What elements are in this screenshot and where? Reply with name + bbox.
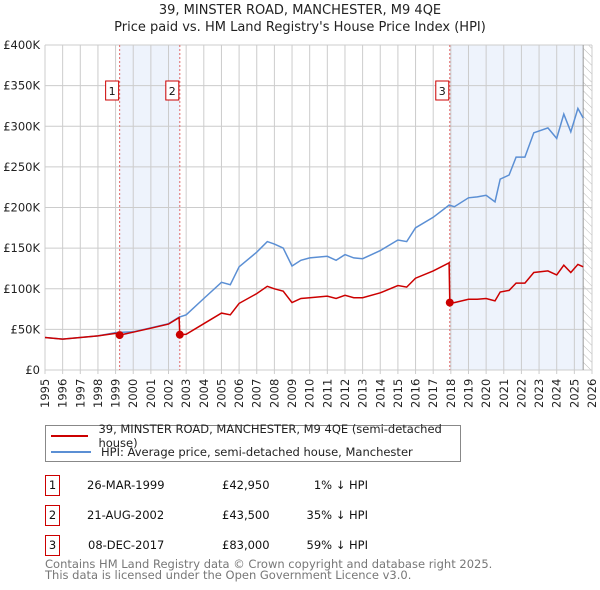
x-tick-label: 2022 bbox=[514, 379, 528, 408]
x-tick-label: 2021 bbox=[497, 379, 511, 408]
x-tick-label: 2024 bbox=[550, 379, 564, 408]
legend-swatch-blue bbox=[51, 451, 91, 453]
transaction-date: 08-DEC-2017 bbox=[88, 538, 165, 552]
y-tick-label: £350K bbox=[3, 79, 40, 93]
x-tick-label: 2008 bbox=[267, 379, 281, 408]
marker-badge: 2 bbox=[45, 505, 60, 526]
x-tick-label: 2023 bbox=[532, 379, 546, 408]
x-tick-label: 2019 bbox=[461, 379, 475, 408]
sale-marker-label: 1 bbox=[109, 85, 116, 98]
x-tick-label: 1998 bbox=[91, 379, 105, 408]
y-tick-label: £0 bbox=[25, 363, 40, 377]
sale-marker-box bbox=[435, 80, 450, 101]
x-tick-label: 2009 bbox=[285, 379, 299, 408]
transaction-hpi: 59% ↓ HPI bbox=[306, 538, 368, 552]
marker-badge: 3 bbox=[45, 535, 60, 556]
legend-item-hpi: HPI: Average price, semi-detached house,… bbox=[51, 444, 413, 460]
x-tick-label: 2004 bbox=[197, 379, 211, 408]
legend-label: HPI: Average price, semi-detached house,… bbox=[101, 445, 413, 459]
x-tick-label: 2005 bbox=[214, 379, 228, 408]
x-tick-label: 2013 bbox=[356, 379, 370, 408]
chart-title: 39, MINSTER ROAD, MANCHESTER, M9 4QE bbox=[158, 3, 442, 18]
transaction-date: 26-MAR-1999 bbox=[87, 478, 165, 492]
y-tick-label: £200K bbox=[3, 201, 40, 215]
transaction-price: £43,500 bbox=[222, 508, 270, 522]
x-tick-label: 2015 bbox=[391, 379, 405, 408]
x-tick-label: 1996 bbox=[56, 379, 70, 408]
x-tick-label: 2002 bbox=[162, 379, 176, 408]
x-tick-label: 2025 bbox=[567, 379, 581, 408]
sale-point bbox=[115, 331, 124, 340]
x-tick-label: 1997 bbox=[73, 379, 87, 408]
transaction-hpi: 1% ↓ HPI bbox=[313, 478, 368, 492]
legend-label: 39, MINSTER ROAD, MANCHESTER, M9 4QE (se… bbox=[98, 422, 442, 450]
legend: 39, MINSTER ROAD, MANCHESTER, M9 4QE (se… bbox=[45, 422, 461, 462]
x-tick-label: 2016 bbox=[409, 379, 423, 408]
footer-licence: This data is licensed under the Open Gov… bbox=[45, 568, 412, 582]
legend-item-property: 39, MINSTER ROAD, MANCHESTER, M9 4QE (se… bbox=[51, 422, 460, 450]
sale-point bbox=[175, 330, 184, 339]
x-tick-label: 2012 bbox=[338, 379, 352, 408]
sale-marker-label: 2 bbox=[169, 85, 176, 98]
sale-marker-label: 3 bbox=[439, 85, 446, 98]
transaction-date: 21-AUG-2002 bbox=[87, 508, 165, 522]
y-tick-label: £300K bbox=[3, 119, 40, 133]
x-tick-label: 2017 bbox=[426, 379, 440, 408]
x-tick-label: 1999 bbox=[109, 379, 123, 408]
y-tick-label: £50K bbox=[11, 322, 41, 336]
x-tick-label: 2014 bbox=[373, 379, 387, 408]
x-tick-label: 2006 bbox=[232, 379, 246, 408]
x-tick-label: 2007 bbox=[250, 379, 264, 408]
footer: Contains HM Land Registry data © Crown c… bbox=[45, 557, 493, 582]
x-tick-label: 2010 bbox=[303, 379, 317, 408]
y-tick-label: £250K bbox=[3, 160, 40, 174]
x-tick-label: 2020 bbox=[479, 379, 493, 408]
legend-swatch-red bbox=[51, 435, 89, 437]
x-tick-label: 2003 bbox=[179, 379, 193, 408]
sale-marker-box bbox=[165, 80, 180, 101]
x-tick-label: 2001 bbox=[144, 379, 158, 408]
chart-subtitle: Price paid vs. HM Land Registry's House … bbox=[114, 20, 486, 35]
x-tick-label: 2011 bbox=[320, 379, 334, 408]
x-tick-label: 2000 bbox=[126, 379, 140, 408]
y-tick-label: £100K bbox=[3, 282, 40, 296]
x-tick-label: 2018 bbox=[444, 379, 458, 408]
marker-badge: 1 bbox=[45, 475, 60, 496]
sale-marker-box bbox=[105, 80, 120, 101]
x-tick-label: 2026 bbox=[585, 379, 599, 408]
y-tick-label: £400K bbox=[3, 38, 40, 52]
x-tick-label: 1995 bbox=[38, 379, 52, 408]
transaction-price: £83,000 bbox=[222, 538, 270, 552]
price-chart: 1995 1996 1997 1998 1999 2000 2001 2002 2003 2004… bbox=[3, 38, 599, 408]
price-paid-line bbox=[44, 261, 584, 340]
footer-copyright: Contains HM Land Registry data © Crown c… bbox=[45, 557, 493, 571]
transaction-hpi: 35% ↓ HPI bbox=[306, 508, 368, 522]
transaction-price: £42,950 bbox=[222, 478, 270, 492]
y-tick-label: £150K bbox=[3, 241, 40, 255]
sale-point bbox=[445, 298, 454, 307]
